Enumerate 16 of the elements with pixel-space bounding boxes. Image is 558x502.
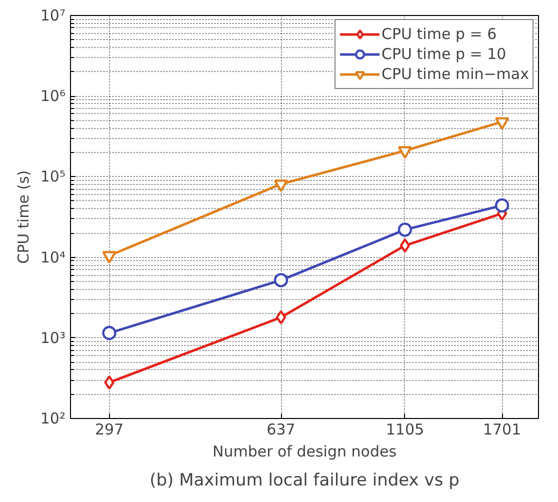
x-axis-title: Number of design nodes bbox=[212, 442, 397, 460]
text: (b) Maximum local failure index vs p bbox=[150, 470, 460, 490]
y-tick-label: 10⁷ bbox=[40, 6, 66, 24]
y-tick-label: 10⁶ bbox=[40, 87, 66, 106]
y-tick-label: 10³ bbox=[40, 328, 66, 347]
x-tick-label: 1701 bbox=[482, 420, 522, 438]
legend-label: CPU time p = 6 bbox=[382, 25, 497, 43]
legend-label: CPU time p = 10 bbox=[382, 45, 506, 63]
x-tick-label: 1105 bbox=[386, 420, 424, 438]
y-tick-label: 10⁵ bbox=[40, 168, 66, 186]
y-axis-title: CPU time (s) bbox=[14, 170, 32, 264]
x-tick-label: 297 bbox=[94, 420, 124, 438]
y-tick-label: 10² bbox=[40, 410, 66, 428]
y-tick-label: 10⁴ bbox=[40, 248, 66, 266]
x-tick-label: 637 bbox=[266, 420, 296, 438]
legend-label: CPU time min−max bbox=[382, 65, 529, 83]
